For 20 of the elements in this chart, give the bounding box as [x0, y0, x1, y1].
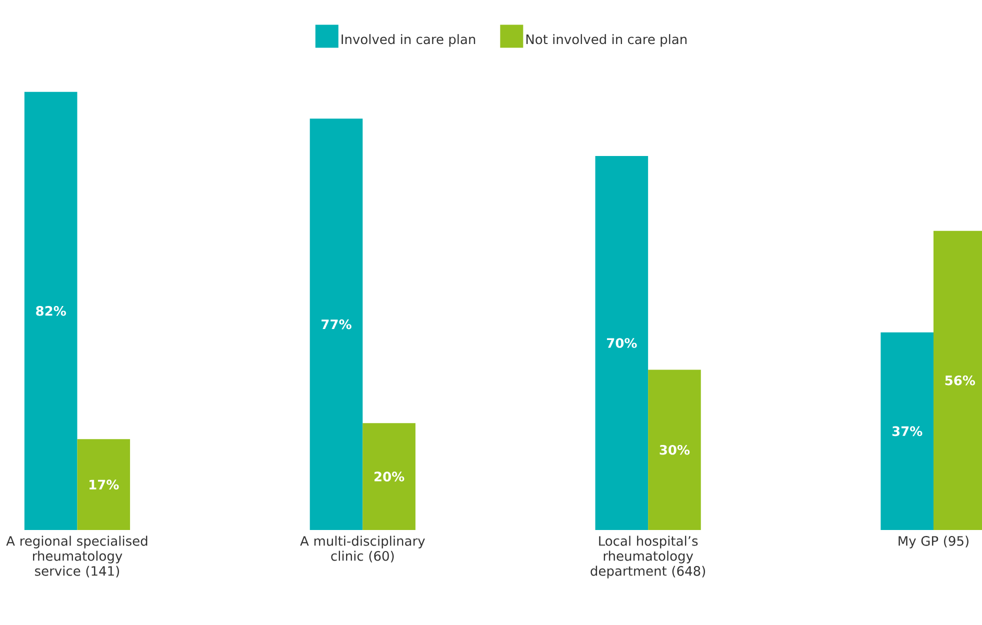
bar: [77, 439, 130, 530]
legend-label: Not involved in care plan: [526, 34, 687, 47]
bar: [362, 423, 416, 530]
data-label: 77%: [322, 319, 352, 330]
bar: [595, 156, 648, 530]
x-tick-label: Local hospital’s rheumatology department (648): [590, 536, 706, 578]
data-label: 17%: [90, 480, 119, 490]
data-label: 70%: [606, 338, 637, 348]
bar: [24, 92, 78, 530]
x-tick-label: My GP (95): [898, 536, 968, 548]
data-label: 82%: [36, 306, 66, 316]
bar: [310, 118, 363, 530]
data-label: 56%: [945, 375, 976, 386]
data-label: 20%: [374, 472, 404, 482]
data-label: 37%: [892, 426, 922, 436]
legend-label: Involved in care plan: [342, 34, 476, 47]
x-tick-label: A multi-disciplinary clinic (60): [300, 536, 425, 562]
x-tick-label: A regional specialised rheumatology service (141): [6, 536, 148, 578]
data-label: 30%: [660, 444, 690, 455]
bar: [648, 370, 701, 530]
